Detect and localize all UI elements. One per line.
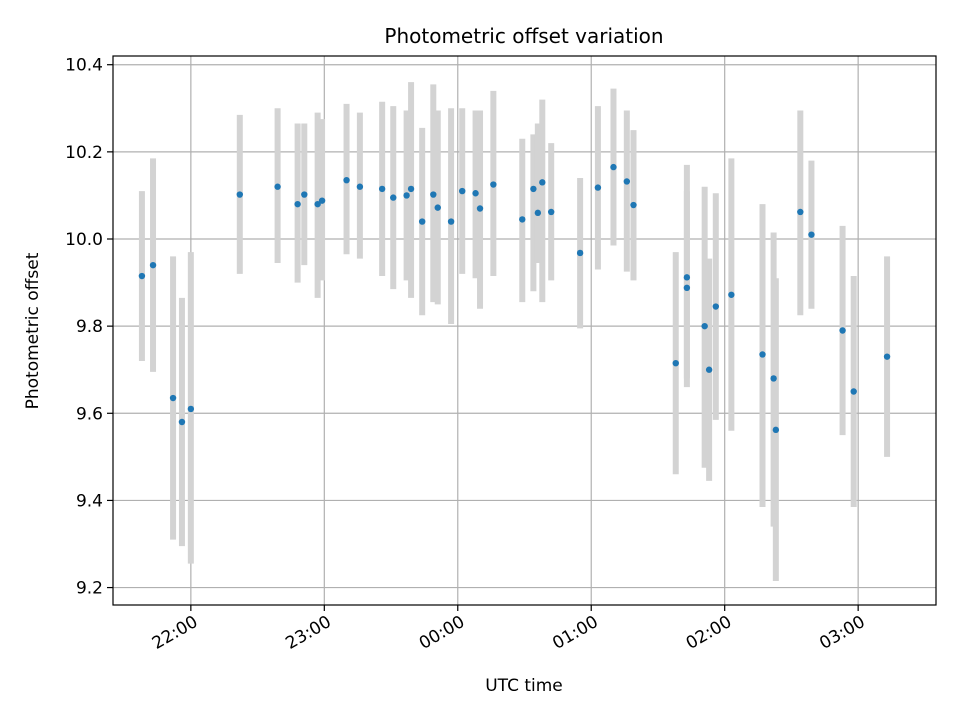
data-point [294,200,301,208]
data-point [378,185,386,193]
data-point [318,197,326,204]
data-point [472,190,479,197]
data-point [683,274,691,281]
data-point [610,163,617,171]
data-point [683,284,691,291]
data-point [519,216,526,223]
data-point [407,185,415,193]
data-point [772,426,780,434]
data-point [547,208,555,216]
y-tick-label: 9.4 [76,491,103,511]
data-points [138,163,891,434]
data-point [883,353,891,360]
data-point [476,205,484,212]
data-point [390,194,397,201]
y-tick-label: 9.6 [76,404,103,424]
data-point [672,359,679,367]
data-point [403,192,410,199]
data-point [712,303,719,310]
data-point [418,218,426,225]
plot-frame [112,55,937,606]
chart-title: Photometric offset variation [384,24,663,48]
data-point [534,209,542,217]
data-point [236,191,243,198]
data-point [701,322,708,330]
data-point [149,261,157,269]
data-point [301,191,308,198]
x-axis-label: UTC time [485,676,563,696]
data-point [576,249,584,257]
data-point [178,418,186,426]
data-point [539,179,546,186]
data-point [594,184,602,191]
data-point [759,351,766,358]
data-point [839,327,846,334]
data-point [314,200,321,208]
data-point [490,181,497,188]
y-tick-label: 10.0 [65,230,103,250]
data-point [797,208,804,216]
data-point [459,187,466,195]
data-point [187,405,195,413]
y-tick-label: 10.4 [65,56,103,76]
data-point [530,185,537,193]
y-tick-label: 9.8 [76,317,103,337]
data-point [434,204,441,211]
data-point [623,178,631,185]
y-tick-label: 9.2 [76,579,103,599]
data-point [850,388,857,395]
data-point [274,183,281,190]
y-axis-ticks: 9.2 9.4 9.6 9.8 10.0 10.2 10.4 [65,56,113,599]
data-point [138,272,146,280]
data-point [705,366,713,373]
data-point [630,201,637,209]
data-point [808,231,815,238]
data-point [356,183,364,190]
data-point [447,218,455,225]
y-tick-label: 10.2 [65,143,103,163]
data-point [169,394,177,402]
data-point [728,291,735,298]
data-point [770,375,777,382]
data-point [343,176,350,184]
data-point [430,191,437,198]
y-axis-label: Photometric offset [23,252,43,409]
